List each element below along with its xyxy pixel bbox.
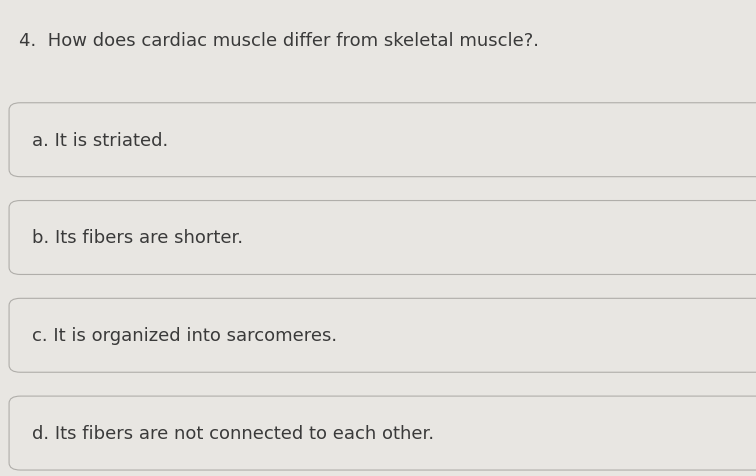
FancyBboxPatch shape (9, 104, 756, 178)
FancyBboxPatch shape (9, 201, 756, 275)
Text: c. It is organized into sarcomeres.: c. It is organized into sarcomeres. (32, 327, 337, 345)
Text: d. Its fibers are not connected to each other.: d. Its fibers are not connected to each … (32, 424, 434, 442)
FancyBboxPatch shape (9, 396, 756, 470)
Text: b. Its fibers are shorter.: b. Its fibers are shorter. (32, 229, 243, 247)
Text: 4.  How does cardiac muscle differ from skeletal muscle?.: 4. How does cardiac muscle differ from s… (19, 31, 539, 50)
FancyBboxPatch shape (9, 299, 756, 373)
Text: a. It is striated.: a. It is striated. (32, 131, 168, 149)
